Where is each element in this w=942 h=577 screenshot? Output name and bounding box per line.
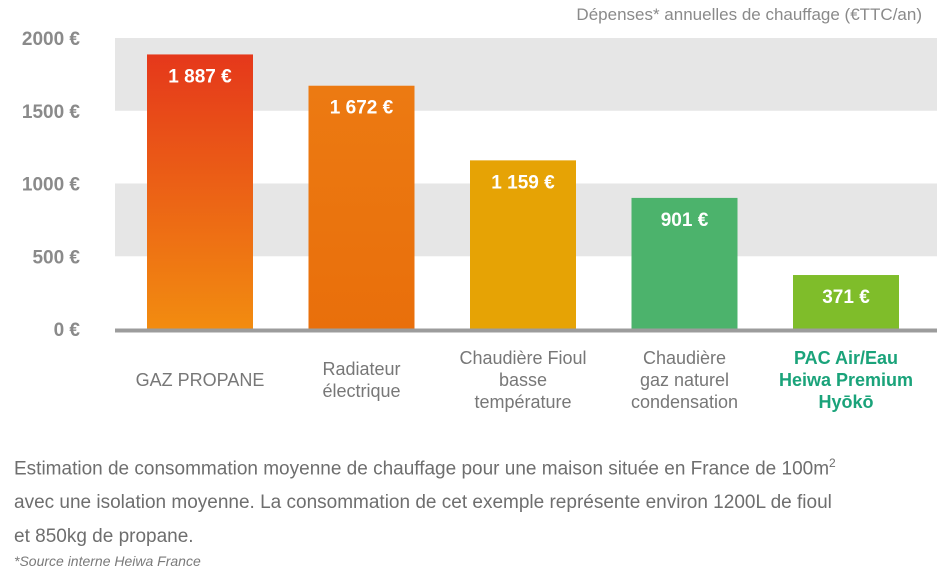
- caption-line-1: Estimation de consommation moyenne de ch…: [14, 458, 830, 480]
- chart-caption: Estimation de consommation moyenne de ch…: [14, 446, 934, 554]
- caption-line-2: avec une isolation moyenne. La consommat…: [14, 492, 832, 514]
- bar: [470, 160, 576, 329]
- category-label: Chaudière Fioul basse température: [459, 348, 586, 412]
- heating-cost-chart: 0 € 500 € 1000 € 1500 € 2000 € 1 887 € 1 672 …: [22, 5, 937, 412]
- category-label: PAC Air/Eau Heiwa Premium Hyōkō: [779, 348, 913, 412]
- caption-superscript: 2: [829, 456, 836, 470]
- category-label: Radiateur électrique: [322, 359, 400, 401]
- chart-title: Dépenses* annuelles de chauffage (€TTC/a…: [576, 5, 922, 24]
- y-tick-label: 1500 €: [22, 102, 81, 123]
- caption-line-3: et 850kg de propane.: [14, 526, 194, 548]
- bar: [793, 275, 899, 329]
- y-tick-label: 2000 €: [22, 29, 81, 50]
- category-label-line: température: [474, 392, 571, 412]
- bars: 1 887 € 1 672 € 1 159 € 901 € 371 €: [147, 54, 899, 330]
- category-label: Chaudière gaz naturel condensation: [631, 348, 738, 412]
- bar-value-label: 371 €: [822, 287, 870, 308]
- category-label-line: Radiateur: [322, 359, 400, 379]
- y-axis: 0 € 500 € 1000 € 1500 € 2000 €: [22, 29, 81, 341]
- bar-value-label: 1 672 €: [330, 98, 394, 119]
- category-label-line: Chaudière Fioul: [459, 348, 586, 368]
- category-label-line: GAZ PROPANE: [136, 370, 265, 390]
- bar-value-label: 901 €: [661, 210, 709, 231]
- category-label-line: Heiwa Premium: [779, 370, 913, 390]
- category-label-line: basse: [499, 370, 547, 390]
- y-tick-label: 500 €: [32, 247, 80, 268]
- category-label-line: Hyōkō: [818, 392, 873, 412]
- category-label-line: condensation: [631, 392, 738, 412]
- bar: [147, 54, 253, 330]
- category-label: GAZ PROPANE: [136, 370, 265, 390]
- y-tick-label: 1000 €: [22, 175, 81, 196]
- source-note: *Source interne Heiwa France: [14, 553, 201, 569]
- x-axis: GAZ PROPANE Radiateur électrique Chaudière …: [136, 348, 913, 412]
- bar-value-label: 1 159 €: [491, 172, 555, 193]
- y-tick-label: 0 €: [54, 320, 81, 341]
- category-label-line: Chaudière: [643, 348, 726, 368]
- bar-value-label: 1 887 €: [168, 66, 232, 87]
- category-label-line: électrique: [322, 381, 400, 401]
- bar: [631, 197, 738, 329]
- category-label-line: PAC Air/Eau: [794, 348, 898, 368]
- bar: [308, 85, 415, 329]
- category-label-line: gaz naturel: [640, 370, 729, 390]
